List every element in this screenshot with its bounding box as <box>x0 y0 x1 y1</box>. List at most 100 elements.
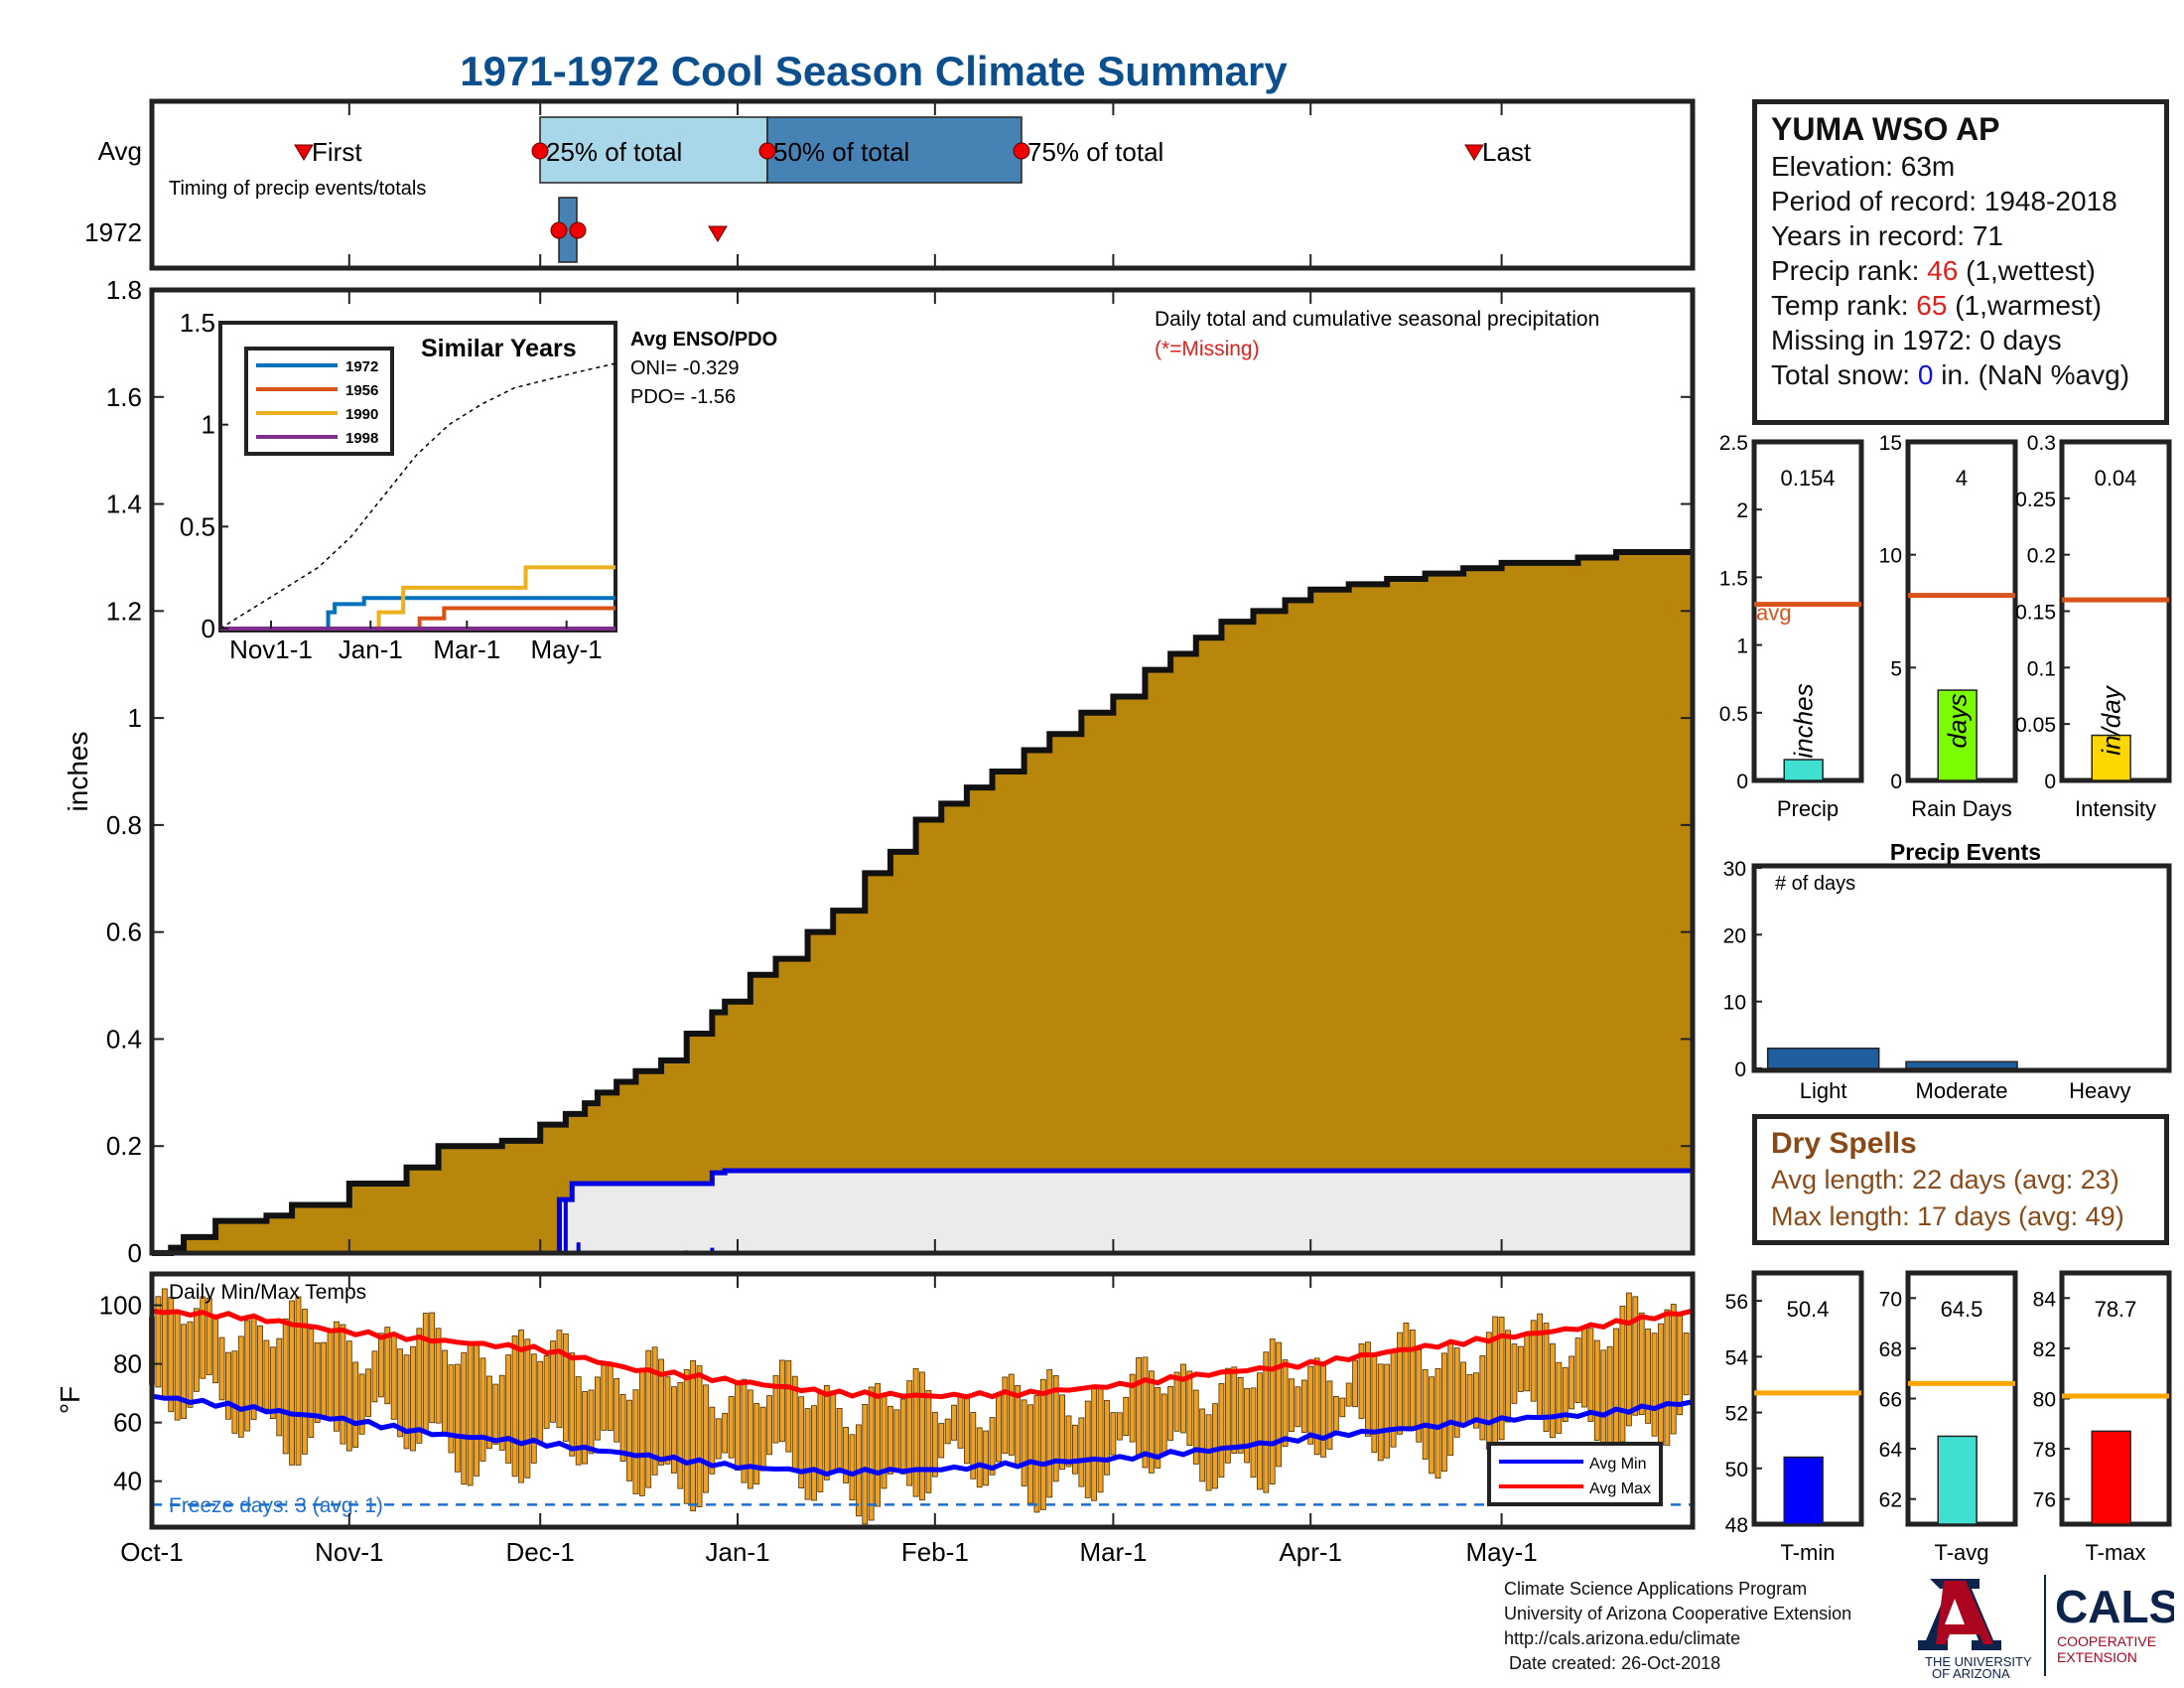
ua-line-2: OF ARIZONA <box>1932 1666 2010 1680</box>
daily-temp-bar <box>1155 1386 1161 1469</box>
station-name: YUMA WSO AP <box>1771 111 2000 147</box>
daily-temp-bar <box>1186 1370 1193 1446</box>
daily-temp-bar <box>875 1382 882 1507</box>
panel-category-label: Precip <box>1777 796 1839 821</box>
events-ytick-label: 0 <box>1734 1058 1746 1081</box>
panel-ytick-label: 0 <box>1736 771 1748 793</box>
daily-temp-bar <box>435 1328 442 1424</box>
daily-temp-bar <box>1397 1332 1403 1435</box>
daily-temp-bar <box>798 1396 805 1488</box>
main-ytick-label: 0.8 <box>106 810 142 840</box>
daily-temp-bar <box>747 1389 753 1489</box>
daily-temp-bar <box>931 1411 938 1477</box>
daily-temp-bar <box>1276 1341 1283 1468</box>
daily-temp-bar <box>1485 1332 1492 1450</box>
daily-temp-bar <box>345 1340 352 1452</box>
daily-temp-bar <box>1002 1376 1009 1455</box>
daily-temp-bar <box>390 1335 397 1420</box>
daily-temp-bar <box>989 1417 996 1476</box>
chart-title: 1971-1972 Cool Season Climate Summary <box>460 48 1288 94</box>
panel-ytick-label: 50 <box>1725 1459 1748 1481</box>
panel-ytick-label: 0 <box>2044 771 2056 793</box>
panel-ytick-label: 56 <box>1725 1291 1748 1314</box>
inset-xtick-label: Mar-1 <box>433 634 500 664</box>
daily-temp-bar <box>1148 1370 1155 1474</box>
precip-summary-panels: 0 0.5 1 1.5 2 2.5 0.154 Precip inches avg 0 5 10 15 4 R… <box>1719 432 2172 821</box>
daily-temp-bar <box>766 1395 772 1456</box>
avg-cumulative-area <box>152 552 1693 1253</box>
timing-panel: Avg 1972 Timing of precip events/totals … <box>84 98 1696 271</box>
station-info: YUMA WSO AP Elevation: 63m Period of rec… <box>1752 99 2169 425</box>
daily-temp-bar <box>1084 1400 1091 1498</box>
daily-temp-bar <box>683 1368 690 1504</box>
season-cumulative-area <box>152 1171 1693 1253</box>
panel-ytick-label: 84 <box>2033 1288 2057 1311</box>
panel-ytick-label: 76 <box>2033 1489 2056 1512</box>
enso-pdo: PDO= -1.56 <box>630 386 736 408</box>
panel-ytick-label: 2.5 <box>1719 432 1748 455</box>
panel-ytick-label: 2 <box>1736 499 1748 522</box>
daily-temp-bar <box>1052 1374 1059 1482</box>
dry-spells-title: Dry Spells <box>1771 1127 1917 1160</box>
daily-temp-bar <box>983 1430 990 1486</box>
daily-temp-bar <box>1613 1328 1619 1457</box>
daily-temp-bar <box>429 1312 436 1424</box>
daily-temp-bar <box>925 1390 932 1493</box>
cals-sub-2: EXTENSION <box>2057 1649 2137 1665</box>
daily-temp-bar <box>670 1386 677 1474</box>
panel-category-label: T-avg <box>1934 1540 1988 1565</box>
enso-oni: ONI= -0.329 <box>630 357 740 379</box>
daily-temp-bar <box>728 1396 735 1459</box>
inset-ytick-label: 0 <box>202 614 215 643</box>
daily-temp-bar <box>1065 1415 1072 1468</box>
precip-events-title: Precip Events <box>1890 839 2041 865</box>
daily-temp-bar <box>944 1418 951 1445</box>
daily-temp-bar <box>1371 1352 1378 1454</box>
footer: Climate Science Applications Program Uni… <box>1504 1577 1851 1676</box>
daily-temp-bar <box>314 1342 321 1423</box>
daily-temp-bar <box>575 1376 582 1466</box>
daily-temp-bar <box>518 1330 524 1483</box>
daily-temp-bar <box>1505 1330 1511 1423</box>
daily-temp-bar <box>976 1427 983 1488</box>
daily-temp-bar <box>893 1409 900 1470</box>
daily-temp-bar <box>187 1321 194 1408</box>
avg-max-line <box>151 1308 1694 1400</box>
avg-75-marker: 75% of total <box>1013 137 1163 167</box>
daily-temp-bar <box>970 1412 977 1479</box>
daily-temp-bar <box>537 1360 544 1445</box>
panel-ytick-label: 82 <box>2033 1338 2056 1361</box>
daily-temp-bar <box>1167 1385 1174 1441</box>
daily-temp-bar <box>1110 1412 1117 1456</box>
daily-temp-bar <box>244 1320 251 1432</box>
timing-row-avg: Avg <box>98 136 142 166</box>
daily-temp-bar <box>715 1418 722 1460</box>
daily-temp-bar <box>1530 1320 1537 1402</box>
panel-ytick-label: 78 <box>2033 1439 2056 1462</box>
daily-temp-bar <box>1289 1378 1295 1433</box>
daily-temp-bar <box>1224 1367 1231 1464</box>
daily-temp-bar <box>996 1394 1002 1463</box>
daily-temp-bar <box>1645 1329 1652 1424</box>
daily-temp-bar <box>498 1374 505 1451</box>
daily-temp-bar <box>308 1329 315 1439</box>
main-ytick-label: 0.4 <box>106 1024 142 1054</box>
month-tick-label: May-1 <box>1465 1537 1537 1567</box>
daily-temp-bar <box>1390 1350 1397 1448</box>
daily-temp-bar <box>963 1397 970 1465</box>
panel-ytick-label: 10 <box>1879 545 1902 568</box>
daily-temp-bar <box>759 1406 766 1472</box>
daily-temp-bar <box>365 1368 371 1417</box>
daily-temp-bar <box>1307 1365 1314 1445</box>
daily-temp-bar <box>289 1300 295 1466</box>
panel-bar <box>1783 759 1824 781</box>
panel-category-label: Intensity <box>2075 796 2156 821</box>
panel-category-label: Rain Days <box>1911 796 2011 821</box>
daily-temp-bar <box>1173 1371 1180 1432</box>
panel-ytick-label: 80 <box>2033 1389 2056 1412</box>
month-tick-label: Mar-1 <box>1079 1537 1147 1567</box>
daily-temp-bar <box>951 1404 957 1441</box>
daily-temp-bar <box>358 1373 365 1435</box>
panel-ytick-label: 5 <box>1890 657 1902 680</box>
daily-temp-bar <box>257 1325 263 1411</box>
